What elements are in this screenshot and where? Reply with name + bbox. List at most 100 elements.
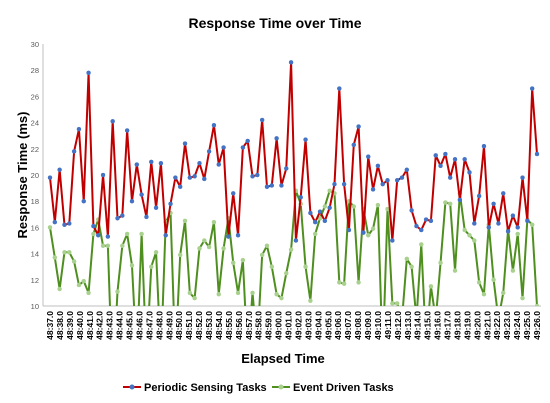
data-point [62,250,67,255]
data-point [467,233,472,238]
data-point [115,215,120,221]
data-point [57,167,62,173]
data-point [452,157,458,162]
data-point [505,229,511,234]
legend-label: Periodic Sensing Tasks [144,382,267,394]
data-point [81,198,86,204]
data-point [129,263,135,268]
y-tick-label: 30 [31,40,39,49]
data-point [424,343,428,347]
data-point [197,160,202,166]
data-point [515,231,520,237]
data-point [476,193,482,199]
data-point [240,257,246,263]
x-tick-label: 49:23.0 [502,311,512,340]
data-point [264,243,270,248]
x-tick-label: 49:00.0 [274,311,284,340]
data-point [86,70,91,76]
data-point [308,210,313,216]
data-point [390,301,395,306]
data-point [361,230,366,235]
data-point [173,356,177,360]
data-point [177,252,183,258]
y-tick-label: 22 [31,145,39,154]
data-point [409,208,414,213]
data-point [438,260,443,266]
data-point [472,238,477,243]
data-point [47,225,53,230]
y-tick-label: 16 [31,223,39,232]
data-point [187,175,193,180]
data-point [144,214,149,220]
data-point [120,213,125,218]
data-point [356,280,361,285]
data-point [211,122,217,128]
x-tick-label: 49:21.0 [482,311,492,340]
data-point [341,181,347,187]
data-point [327,205,332,210]
data-point [486,225,492,230]
data-point [419,242,424,247]
data-point [428,284,434,289]
y-ticks: 10 12 14 16 18 20 22 24 26 28 30 [31,40,39,311]
data-point [269,183,275,188]
data-point [380,181,385,187]
x-tick-label: 48:54.0 [214,311,224,340]
data-point [472,221,477,226]
data-point [91,231,96,237]
x-tick-label: 49:05.0 [323,311,333,340]
x-tick-label: 49:12.0 [393,311,403,340]
data-point [67,221,72,226]
data-point [481,143,487,149]
data-point [312,231,318,237]
data-point [230,260,236,266]
data-point [76,126,82,132]
data-point [423,217,429,222]
y-axis-title: Response Time (ms) [15,112,30,239]
data-point [202,176,207,182]
data-point [462,227,467,233]
data-point [264,184,270,190]
data-point [279,295,284,301]
y-tick-label: 20 [31,171,39,180]
data-point [216,291,222,297]
data-point [67,250,72,255]
x-tick-label: 49:18.0 [452,311,462,340]
data-point [259,117,265,123]
data-point [409,264,414,269]
x-tick-label: 48:51.0 [184,311,194,340]
data-point [447,175,453,180]
data-point [120,243,125,248]
data-point [404,256,410,262]
data-point [153,205,159,210]
data-point [71,259,77,264]
legend-item-event-driven: Event Driven Tasks [272,382,394,394]
data-point [375,202,381,208]
data-point [129,198,135,204]
data-point [370,187,376,192]
x-tick-label: 48:52.0 [194,311,204,340]
data-point [452,268,458,273]
data-point [274,291,279,297]
data-point [399,175,405,180]
data-point [206,244,212,250]
data-point [419,227,424,233]
data-point [192,295,197,301]
series-periodic-sensing [47,60,540,243]
data-point [520,175,525,180]
x-tick-label: 48:57.0 [244,311,254,340]
x-tick-label: 48:40.0 [75,311,85,340]
y-tick-label: 12 [31,276,39,285]
data-point [491,201,496,207]
data-point [86,290,91,296]
data-point [510,213,516,218]
data-point [501,290,506,296]
data-point [303,264,308,269]
x-tick-label: 49:15.0 [423,311,433,340]
data-point [100,243,106,248]
x-ticks: 48:37.0 48:38.0 48:39.0 48:40.0 48:41.0 48:42… [45,311,542,340]
data-point [404,167,410,173]
data-point [110,119,115,124]
data-point [496,221,501,226]
